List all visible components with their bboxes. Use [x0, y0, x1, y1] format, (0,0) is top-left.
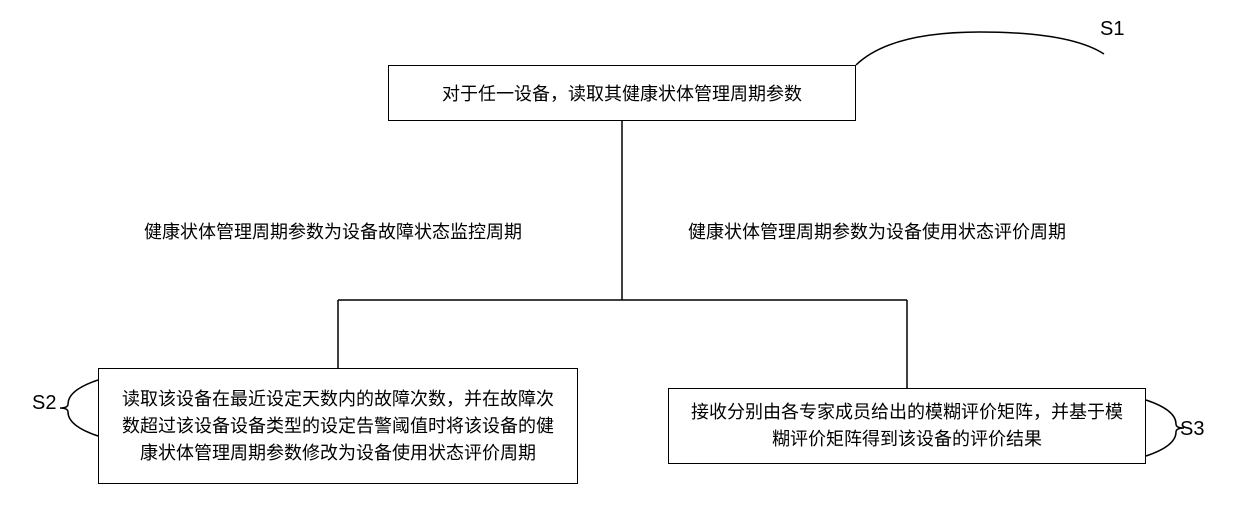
node-s2: 读取该设备在最近设定天数内的故障次数，并在故障次数超过该设备设备类型的设定告警阈… — [98, 368, 578, 484]
label-s3: S3 — [1180, 418, 1204, 441]
brace-s2 — [54, 376, 102, 440]
edge-label-right: 健康状体管理周期参数为设备使用状态评价周期 — [688, 218, 1066, 244]
edge-label-left: 健康状体管理周期参数为设备故障状态监控周期 — [144, 218, 522, 244]
node-s2-text: 读取该设备在最近设定天数内的故障次数，并在故障次数超过该设备设备类型的设定告警阈… — [115, 386, 561, 467]
node-s3-text: 接收分别由各专家成员给出的模糊评价矩阵，并基于模糊评价矩阵得到该设备的评价结果 — [685, 399, 1129, 453]
label-s1: S1 — [1100, 18, 1124, 41]
brace-s1 — [850, 28, 1110, 70]
node-s3: 接收分别由各专家成员给出的模糊评价矩阵，并基于模糊评价矩阵得到该设备的评价结果 — [668, 388, 1146, 464]
node-s1-text: 对于任一设备，读取其健康状体管理周期参数 — [442, 80, 802, 106]
node-s1: 对于任一设备，读取其健康状体管理周期参数 — [388, 65, 856, 121]
label-s2: S2 — [32, 392, 56, 415]
